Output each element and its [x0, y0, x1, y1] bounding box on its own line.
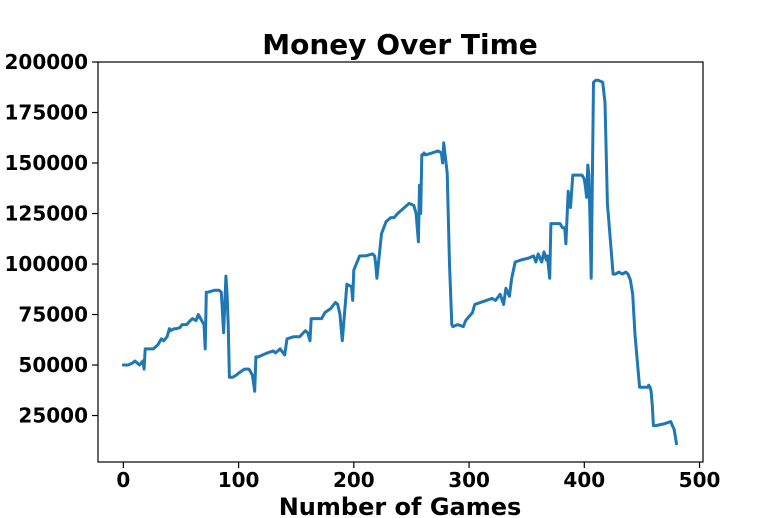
chart-title: Money Over Time — [262, 28, 538, 61]
y-tick-label: 25000 — [18, 404, 88, 428]
money-series-line — [121, 78, 678, 446]
plot-area-frame — [97, 61, 704, 463]
x-axis-label: Number of Games — [279, 493, 522, 518]
y-tick-label: 100000 — [5, 252, 89, 276]
y-tick-label: 150000 — [5, 151, 89, 175]
x-axis-ticks: 0 100 200 300 400 500 — [116, 462, 720, 492]
y-tick-label: 75000 — [18, 303, 88, 327]
x-tick-label: 400 — [563, 468, 605, 492]
y-tick-label: 125000 — [5, 202, 89, 226]
x-tick-label: 100 — [218, 468, 260, 492]
y-tick-label: 175000 — [5, 101, 89, 125]
x-tick-label: 0 — [116, 468, 130, 492]
x-tick-label: 500 — [679, 468, 721, 492]
y-tick-label: 200000 — [5, 50, 89, 74]
y-axis-ticks: 25000 50000 75000 100000 125000 150000 175000 2… — [5, 50, 98, 428]
x-tick-label: 200 — [333, 468, 375, 492]
x-tick-label: 300 — [448, 468, 490, 492]
y-tick-label: 50000 — [18, 353, 88, 377]
